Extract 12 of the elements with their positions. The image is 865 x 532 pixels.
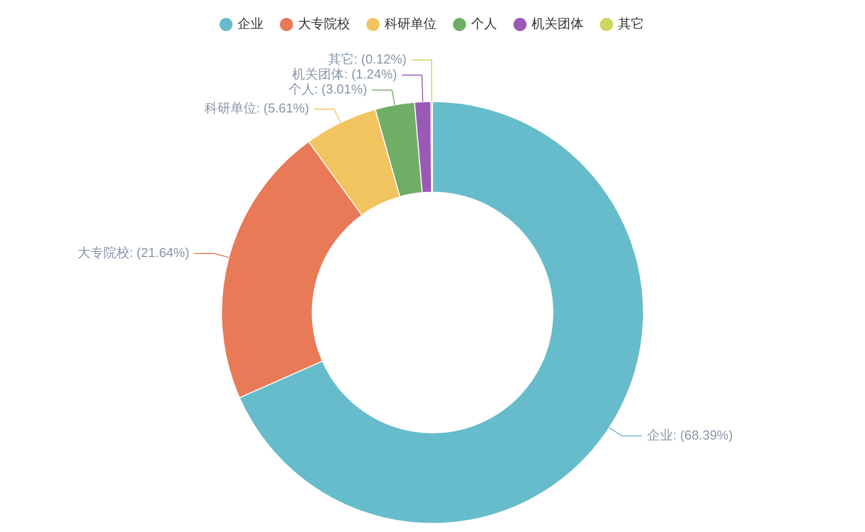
legend-label: 大专院校 (298, 16, 350, 32)
legend-label: 企业 (238, 16, 264, 32)
legend-label: 个人 (471, 16, 497, 32)
legend-label: 机关团体 (532, 16, 584, 32)
data-label: 科研单位: (5.61%) (204, 100, 310, 116)
data-label: 机关团体: (1.24%) (292, 66, 397, 82)
data-label: 企业: (68.39%) (646, 427, 733, 442)
data-label: 大专院校: (21.64%) (77, 245, 190, 260)
legend-label: 其它 (618, 16, 644, 32)
data-label: 其它: (0.12%) (328, 52, 407, 67)
legend-label: 科研单位 (384, 16, 436, 32)
data-label: 个人: (3.01%) (288, 82, 368, 97)
